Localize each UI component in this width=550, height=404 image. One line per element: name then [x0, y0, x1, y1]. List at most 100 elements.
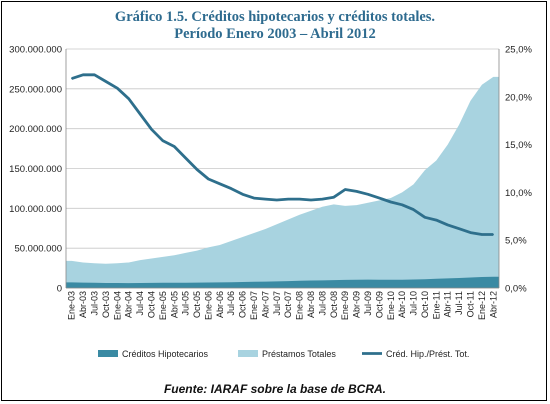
chart-subtitle: Período Enero 2003 – Abril 2012 [174, 26, 376, 42]
x-tick-label: Jul-08 [317, 291, 327, 316]
ratio-point [185, 157, 187, 159]
ratio-point [344, 188, 346, 191]
ratio-point [139, 113, 141, 115]
chart-source: Fuente: IARAF sobre la base de BCRA. [163, 382, 387, 396]
ratio-point [173, 145, 175, 148]
ratio-point [287, 198, 289, 200]
x-tick-label: Oct-06 [238, 291, 248, 318]
legend-swatch [238, 350, 258, 357]
area-series [66, 76, 499, 289]
legend-label: Créd. Hip./Prést. Tot. [386, 349, 469, 359]
left-tick-label: 150.000.000 [9, 164, 62, 175]
x-tick-label: Abr-11 [443, 291, 453, 317]
x-tick-label: Jul-06 [226, 291, 236, 316]
left-tick-label: 200.000.000 [9, 124, 62, 135]
left-tick-label: 250.000.000 [9, 84, 62, 95]
x-tick-label: Ene-09 [340, 291, 350, 320]
right-tick-label: 0,0% [505, 284, 527, 295]
right-axis-tick-labels: 0,0% 5,0% 10,0% 15,0% 20,0% 25,0% [505, 45, 532, 295]
ratio-point [264, 198, 266, 200]
right-tick-label: 20,0% [505, 92, 532, 103]
ratio-point [128, 98, 130, 100]
ratio-point [356, 190, 358, 192]
legend-label: Créditos Hipotecarios [122, 349, 209, 359]
x-tick-label: Oct-11 [466, 291, 476, 317]
x-tick-label: Ene-10 [386, 291, 396, 320]
x-tick-label: Ene-11 [431, 291, 441, 319]
ratio-point [105, 80, 107, 83]
left-tick-label: 50.000.000 [14, 244, 62, 255]
legend-swatch [98, 350, 118, 357]
x-tick-label: Jul-10 [409, 291, 419, 316]
ratio-point [196, 168, 198, 171]
x-tick-label: Jul-03 [90, 291, 100, 316]
x-tick-label: Jul-05 [181, 291, 191, 316]
ratio-point [321, 198, 323, 200]
prestamos-totales-area [66, 76, 499, 289]
ratio-point [150, 128, 153, 130]
ratio-point [378, 197, 380, 199]
x-tick-label: Oct-08 [329, 291, 339, 318]
x-axis-tick-labels: Ene-03 Abr-03 Jul-03 Oct-03 Ene-04 Abr-04 Jul-… [67, 291, 499, 320]
ratio-point [492, 233, 494, 236]
ratio-point [333, 196, 335, 198]
ratio-point [71, 78, 73, 80]
ratio-point [310, 199, 312, 201]
ratio-point [116, 87, 118, 89]
ratio-point [219, 183, 221, 185]
ratio-point [162, 140, 164, 142]
ratio-point [447, 224, 449, 226]
x-tick-label: Oct-04 [147, 291, 157, 318]
x-tick-label: Abr-04 [124, 291, 134, 318]
x-tick-label: Abr-06 [215, 291, 225, 318]
ratio-point [481, 233, 483, 236]
x-tick-label: Ene-05 [158, 291, 168, 320]
ratio-point [435, 219, 437, 221]
x-tick-label: Ene-08 [295, 291, 305, 320]
ratio-point [276, 199, 278, 201]
ratio-point [253, 197, 255, 199]
x-tick-label: Ene-07 [249, 291, 259, 320]
ratio-point [424, 216, 426, 218]
x-tick-label: Oct-09 [374, 291, 384, 318]
x-tick-label: Oct-05 [192, 291, 202, 318]
ratio-point [242, 193, 244, 195]
x-tick-label: Oct-10 [420, 291, 430, 318]
ratio-point [412, 209, 415, 211]
x-tick-label: Jul-04 [135, 291, 145, 316]
left-tick-label: 0 [57, 284, 62, 295]
right-tick-label: 15,0% [505, 140, 532, 151]
right-tick-label: 5,0% [505, 236, 527, 247]
axes [65, 49, 500, 289]
ratio-point [458, 228, 460, 230]
x-tick-label: Abr-12 [488, 291, 498, 318]
x-tick-label: Jul-07 [272, 291, 282, 316]
legend: Créditos Hipotecarios Préstamos Totales Cr… [98, 349, 469, 359]
left-axis-tick-labels: 0 50.000.000 100.000.000 150.000.000 200.000… [9, 45, 62, 295]
creditos-hipotecarios-area [66, 276, 499, 288]
right-tick-label: 10,0% [505, 188, 532, 199]
x-tick-label: Oct-07 [283, 291, 293, 318]
left-tick-label: 100.000.000 [9, 204, 62, 215]
left-tick-label: 300.000.000 [9, 45, 62, 56]
x-tick-label: Oct-03 [101, 291, 111, 318]
right-tick-label: 25,0% [505, 45, 532, 56]
x-tick-label: Abr-03 [78, 291, 88, 318]
ratio-point [469, 232, 472, 234]
ratio-point [230, 188, 232, 190]
x-tick-label: Abr-05 [169, 291, 179, 318]
x-tick-label: Ene-03 [67, 291, 77, 320]
ratio-point [367, 193, 369, 195]
ratio-point [401, 204, 403, 206]
ratio-line [71, 73, 494, 236]
ratio-point [82, 74, 84, 76]
legend-label: Préstamos Totales [262, 349, 336, 359]
ratio-point [207, 178, 209, 180]
x-tick-label: Abr-08 [306, 291, 316, 318]
chart-title: Gráfico 1.5. Créditos hipotecarios y cré… [114, 9, 436, 25]
x-tick-label: Ene-06 [203, 291, 213, 320]
x-tick-label: Ene-04 [112, 291, 122, 320]
ratio-point [390, 201, 392, 203]
ratio-line-series [71, 73, 494, 236]
